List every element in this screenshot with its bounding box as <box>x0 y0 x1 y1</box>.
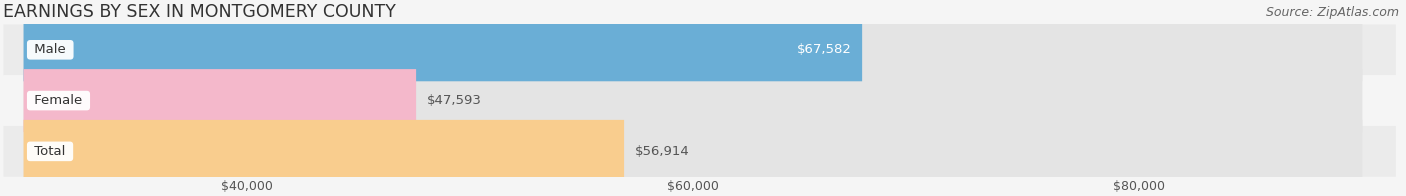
Text: Female: Female <box>31 94 87 107</box>
FancyBboxPatch shape <box>24 120 1362 183</box>
FancyBboxPatch shape <box>24 69 1362 132</box>
FancyBboxPatch shape <box>24 120 624 183</box>
Text: $56,914: $56,914 <box>636 145 689 158</box>
Text: EARNINGS BY SEX IN MONTGOMERY COUNTY: EARNINGS BY SEX IN MONTGOMERY COUNTY <box>3 4 396 22</box>
FancyBboxPatch shape <box>24 18 1362 81</box>
Text: Male: Male <box>31 43 70 56</box>
Text: Source: ZipAtlas.com: Source: ZipAtlas.com <box>1265 6 1399 19</box>
FancyBboxPatch shape <box>24 18 862 81</box>
Text: $47,593: $47,593 <box>427 94 482 107</box>
FancyBboxPatch shape <box>3 126 1396 177</box>
Text: Total: Total <box>31 145 70 158</box>
FancyBboxPatch shape <box>24 69 416 132</box>
FancyBboxPatch shape <box>3 24 1396 75</box>
Text: $67,582: $67,582 <box>797 43 852 56</box>
FancyBboxPatch shape <box>3 75 1396 126</box>
